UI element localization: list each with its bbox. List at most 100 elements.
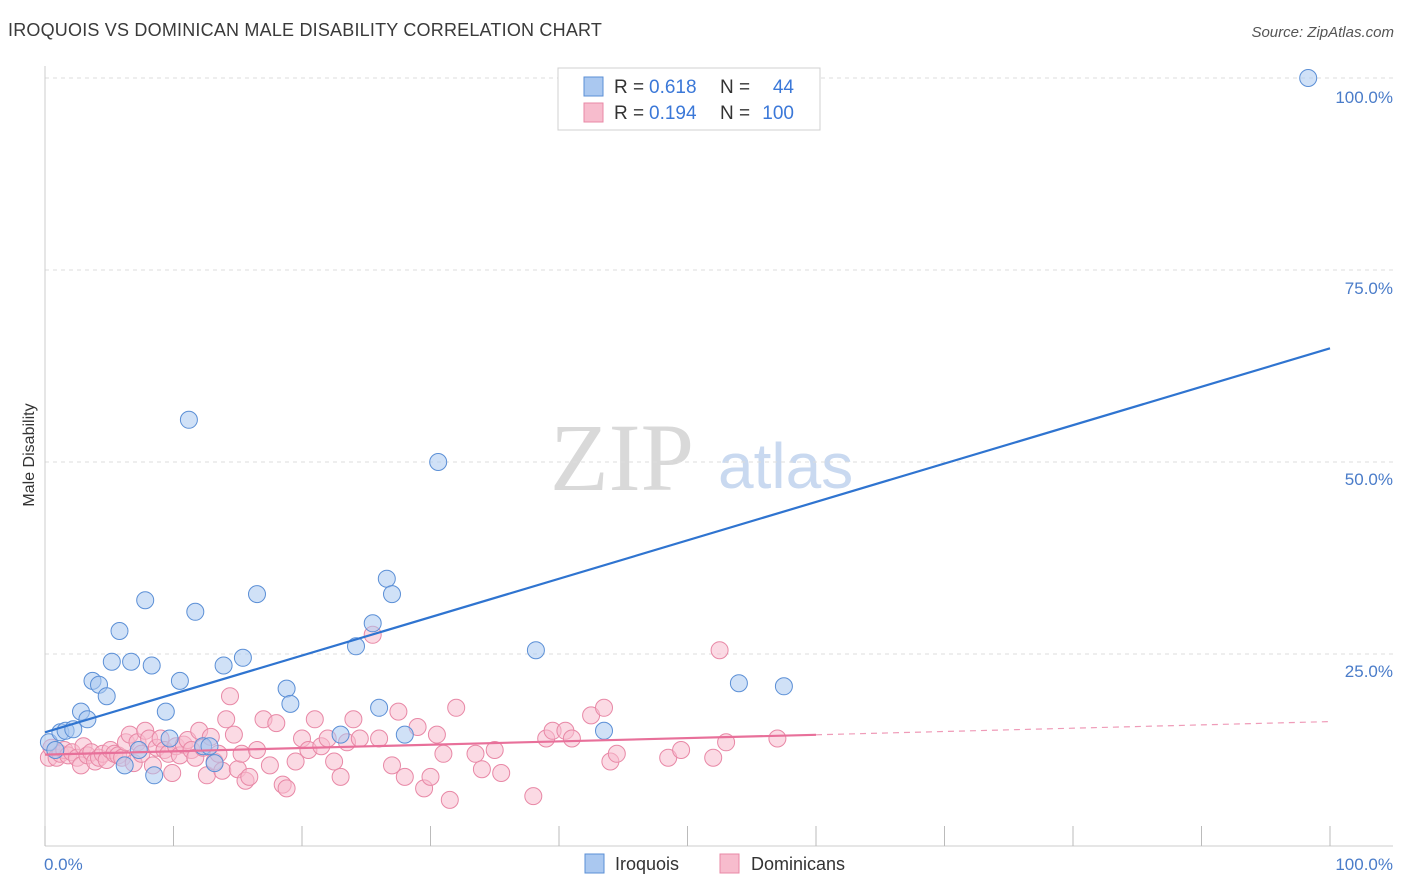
watermark-atlas: atlas (718, 430, 853, 502)
iroquois-point-38 (429, 453, 448, 471)
dominicans-point-79 (434, 744, 453, 763)
dominicans-point-86 (524, 787, 543, 806)
legend-n-value-1: 44 (773, 77, 795, 98)
x-tick-label-max: 100.0% (1335, 855, 1393, 874)
legend-n-value-2: 100 (762, 103, 794, 124)
dominicans-point-83 (472, 760, 491, 779)
iroquois-point-29 (277, 679, 296, 698)
dominicans-point-66 (331, 767, 350, 786)
legend-r-value-1: 0.618 (649, 77, 697, 98)
legend-r-label-1: R = (614, 77, 644, 98)
series-legend: Iroquois Dominicans (584, 853, 845, 874)
dominicans-point-100 (768, 729, 787, 748)
iroquois-point-21 (179, 410, 198, 429)
iroquois-point-12 (115, 756, 134, 775)
dominicans-point-50 (232, 744, 251, 763)
legend-r-label-2: R = (614, 103, 644, 124)
dominicans-point-46 (217, 710, 236, 729)
iroquois-point-24 (200, 737, 219, 756)
legend-r-value-2: 0.194 (649, 103, 697, 124)
iroquois-point-22 (186, 602, 205, 621)
y-tick-label-50: 50.0% (1345, 470, 1393, 489)
iroquois-point-26 (214, 656, 233, 675)
iroquois-point-31 (331, 725, 350, 744)
chart-title: IROQUOIS VS DOMINICAN MALE DISABILITY CO… (8, 20, 603, 40)
iroquois-point-37 (395, 725, 414, 744)
iroquois-point-19 (160, 729, 179, 748)
chart-source: Source: ZipAtlas.com (1251, 24, 1394, 41)
iroquois-trend-line (44, 347, 1331, 734)
watermark-zip: ZIP (550, 404, 694, 511)
dominicans-point-81 (447, 698, 466, 717)
dominicans-point-72 (383, 756, 401, 775)
dominicans-point-85 (492, 764, 511, 782)
iroquois-point-28 (248, 585, 266, 604)
dominicans-point-98 (710, 641, 729, 660)
dominicans-point-84 (485, 741, 504, 759)
legend-swatch-dominicans (583, 102, 604, 123)
iroquois-point-14 (129, 741, 148, 759)
dominicans-point-56 (267, 714, 286, 733)
dominicans-point-82 (466, 744, 485, 763)
dominicans-point-71 (370, 729, 389, 748)
iroquois-point-34 (370, 698, 389, 717)
iroquois-point-25 (205, 754, 224, 773)
iroquois-point-11 (110, 622, 129, 640)
dominicans-point-73 (389, 702, 408, 721)
iroquois-point-43 (1299, 69, 1318, 87)
iroquois-point-41 (729, 674, 748, 693)
axis-layer (44, 66, 1393, 847)
dominicans-point-74 (395, 767, 414, 786)
bottom-legend-swatch-iroquois (584, 853, 605, 874)
iroquois-point-40 (595, 721, 613, 740)
dominicans-point-52 (240, 767, 259, 786)
iroquois-point-16 (142, 656, 161, 675)
iroquois-point-35 (377, 569, 396, 588)
grid-layer (45, 77, 1393, 655)
bottom-legend-label-dominicans: Dominicans (751, 854, 845, 874)
y-axis-title: Male Disability (21, 403, 38, 506)
dominicans-point-80 (440, 790, 459, 809)
iroquois-point-36 (383, 585, 401, 604)
iroquois-point-15 (136, 591, 155, 610)
dominicans-point-55 (260, 756, 279, 775)
iroquois-point-33 (363, 614, 382, 633)
dominicans-trend-line (44, 733, 817, 756)
stats-legend: R = 0.618 N = 44 R = 0.194 N = 100 (557, 67, 821, 131)
dominicans-point-96 (672, 741, 691, 759)
iroquois-point-20 (170, 671, 189, 690)
dominicans-point-62 (305, 710, 324, 729)
dominicans-point-92 (595, 698, 613, 717)
dominicans-point-69 (350, 729, 369, 748)
dominicans-point-32 (163, 764, 182, 782)
iroquois-point-42 (774, 677, 793, 696)
iroquois-point-9 (97, 687, 116, 706)
dominicans-point-90 (562, 729, 581, 748)
iroquois-point-32 (347, 637, 365, 656)
x-tick-label-min: 0.0% (44, 855, 83, 874)
iroquois-point-30 (281, 694, 300, 713)
y-tick-label-75: 75.0% (1345, 279, 1393, 298)
dominicans-point-47 (221, 687, 239, 706)
dominicans-point-48 (224, 725, 243, 744)
legend-n-label-2: N = (720, 103, 750, 124)
dominicans-trend-line-extension (815, 720, 1331, 736)
legend-swatch-iroquois (583, 76, 604, 97)
dominicans-point-59 (286, 752, 305, 771)
dominicans-point-58 (277, 779, 296, 798)
iroquois-point-1 (46, 741, 65, 759)
bottom-legend-label-iroquois: Iroquois (615, 854, 679, 874)
iroquois-points (39, 69, 1318, 785)
y-tick-label-100: 100.0% (1335, 88, 1393, 107)
iroquois-point-17 (145, 766, 164, 785)
dominicans-point-68 (344, 710, 363, 729)
iroquois-point-39 (526, 641, 545, 660)
y-tick-label-25: 25.0% (1345, 662, 1393, 681)
iroquois-point-18 (156, 702, 175, 721)
dominicans-point-78 (427, 725, 446, 744)
dominicans-point-77 (421, 767, 440, 786)
iroquois-point-10 (102, 652, 121, 671)
iroquois-point-27 (233, 648, 252, 667)
bottom-legend-swatch-dominicans (719, 853, 740, 874)
